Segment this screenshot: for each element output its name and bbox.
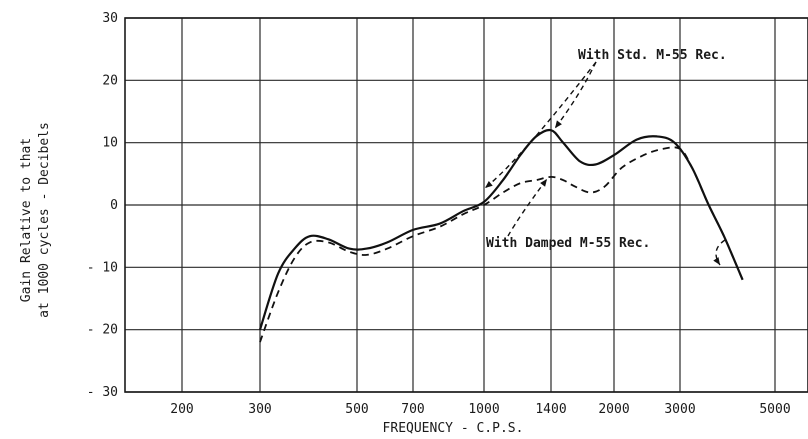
x-tick-label: 500 [345,402,368,417]
y-tick-label: - 10 [87,260,118,275]
arrow-std-to-solid-head [555,120,562,129]
arrow-damped-right-head [713,257,720,265]
series-line-damped-rec [259,146,744,343]
series-lines [258,128,744,343]
arrow-damped [507,178,548,237]
x-tick-label: 1400 [535,402,566,417]
y-axis-title-line-2: at 1000 cycles - Decibels [37,122,52,318]
x-tick-label: 2000 [598,402,629,417]
x-tick-label: 700 [401,402,424,417]
x-tick-label: 1000 [468,402,499,417]
x-tick-label: 3000 [664,402,695,417]
y-tick-label: 20 [102,73,118,88]
arrow-std-to-solid [554,61,597,129]
series-line-std-rec [258,128,744,331]
x-tick-labels: 200 300 500 700 1000 1400 2000 3000 5000 [170,402,790,417]
y-tick-label: - 30 [87,385,118,400]
arrow-std-to-dashed [484,61,597,189]
y-tick-label: 10 [102,136,118,151]
annotation-damped-rec: With Damped M-55 Rec. [486,236,650,251]
x-axis-title: FREQUENCY - C.P.S. [383,421,524,436]
y-tick-label: 0 [110,198,118,213]
x-tick-label: 300 [248,402,271,417]
annotations: With Std. M-55 Rec. With Damped M-55 Rec… [484,48,727,266]
grid [125,17,808,393]
y-tick-label: - 20 [87,323,118,338]
y-axis-title: Gain Relative to that at 1000 cycles - D… [19,122,52,318]
plot-frame [124,17,808,393]
arrow-std-to-dashed-head [485,181,493,188]
y-tick-label: 30 [102,11,118,26]
y-tick-labels: 30 20 10 0 - 10 - 20 - 30 [87,11,118,400]
x-tick-label: 5000 [759,402,790,417]
annotation-std-rec: With Std. M-55 Rec. [578,48,727,63]
x-tick-label: 200 [170,402,193,417]
arrow-damped-head [540,178,547,187]
y-axis-title-line-1: Gain Relative to that [19,138,34,302]
arrow-damped-right [715,239,726,266]
